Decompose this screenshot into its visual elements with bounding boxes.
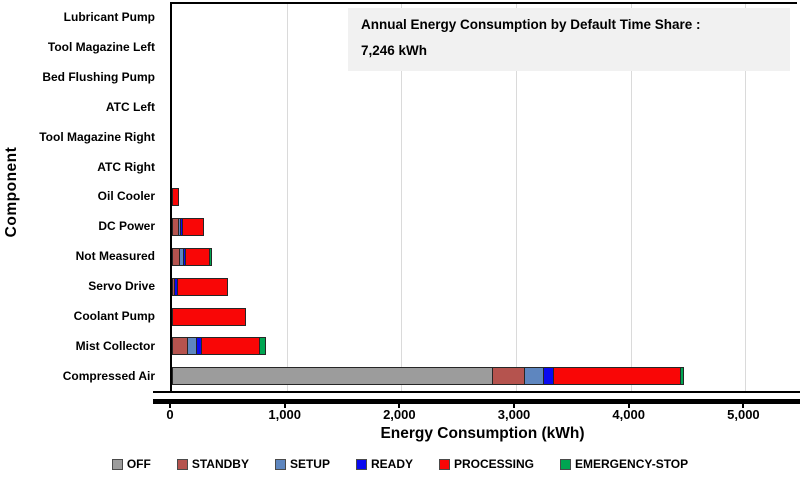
- x-axis-ticks: [169, 404, 795, 409]
- category-label: Tool Magazine Right: [39, 129, 155, 144]
- x-tick: [169, 404, 171, 408]
- legend-swatch-off: [111, 458, 123, 470]
- category-label: Bed Flushing Pump: [42, 69, 155, 84]
- stacked-bar-servo-drive: [172, 277, 229, 296]
- x-tick: [398, 404, 401, 408]
- x-axis-line: [153, 399, 800, 404]
- gridline-5000: [745, 4, 747, 391]
- bar-row: [172, 183, 797, 213]
- legend-item-processing: PROCESSING: [439, 457, 534, 471]
- chart-title-line2: 7,246 kWh: [361, 43, 428, 59]
- gridline-4000: [630, 4, 632, 391]
- x-tick: [513, 404, 516, 408]
- bar-row: [172, 153, 797, 183]
- bar-segment-processing: [181, 218, 204, 237]
- stacked-bar-mist-collector: [172, 337, 266, 356]
- x-tick-label: 4,000: [612, 407, 645, 422]
- legend: OFF STANDBY SETUP READY PROCESSING EMERGENCY-…: [0, 457, 800, 471]
- category-label: Servo Drive: [88, 279, 155, 294]
- legend-label: PROCESSING: [454, 457, 535, 471]
- legend-swatch-processing: [439, 458, 450, 470]
- gridline-2000: [401, 4, 403, 391]
- bar-row: [172, 331, 797, 361]
- bar-segment-setup: [523, 367, 545, 386]
- bar-segment-emergency-stop: [680, 367, 685, 386]
- bar-segment-processing: [172, 188, 179, 207]
- category-label: Oil Cooler: [97, 189, 155, 204]
- legend-item-setup: SETUP: [274, 457, 330, 471]
- x-tick-label: 5,000: [727, 407, 760, 422]
- legend-swatch-ready: [355, 458, 367, 470]
- x-axis-tick-labels: 0 1,000 2,000 3,000 4,000 5,000: [166, 407, 795, 423]
- bar-row: [172, 212, 797, 242]
- legend-item-ready: READY: [355, 457, 413, 471]
- category-label: Not Measured: [75, 249, 155, 264]
- legend-swatch-setup: [274, 458, 286, 470]
- bar-row: [172, 272, 797, 302]
- bar-segment-processing: [177, 277, 229, 296]
- bar-row: [172, 93, 797, 123]
- plot-rows: [172, 4, 797, 391]
- category-label: ATC Left: [105, 99, 155, 114]
- x-axis-band: [153, 391, 800, 399]
- x-tick: [742, 404, 745, 408]
- gridline-3000: [516, 4, 518, 391]
- x-tick-label: 1,000: [268, 407, 301, 422]
- legend-item-standby: STANDBY: [176, 457, 249, 471]
- legend-item-emergency-stop: EMERGENCY-STOP: [560, 457, 688, 471]
- bar-row: [172, 361, 797, 391]
- x-tick-label: 3,000: [497, 407, 531, 422]
- gridline-1000: [286, 4, 288, 391]
- category-label: ATC Right: [97, 159, 155, 174]
- stacked-bar-coolant-pump: [172, 307, 246, 326]
- stacked-bar-oil-cooler: [172, 188, 179, 207]
- category-label: Tool Magazine Left: [47, 39, 155, 54]
- legend-label: STANDBY: [191, 457, 249, 471]
- bar-row: [172, 242, 797, 272]
- legend-label: SETUP: [289, 457, 330, 471]
- chart-title-box: Annual Energy Consumption by Default Tim…: [348, 8, 790, 71]
- stacked-bar-not-measured: [172, 248, 213, 266]
- bar-segment-standby: [172, 337, 188, 356]
- bar-segment-processing: [184, 248, 211, 266]
- legend-swatch-emergency-stop: [560, 458, 572, 470]
- category-label: Coolant Pump: [73, 309, 155, 324]
- legend-label: OFF: [126, 457, 151, 471]
- bar-segment-off: [172, 367, 494, 386]
- bar-row: [172, 302, 797, 332]
- x-tick: [627, 404, 630, 408]
- category-label: Compressed Air: [62, 369, 155, 384]
- x-tick: [283, 404, 286, 408]
- y-axis-labels: Lubricant Pump Tool Magazine Left Bed Flus…: [0, 2, 162, 391]
- legend-item-off: OFF: [111, 457, 151, 471]
- x-tick-label: 2,000: [383, 407, 416, 422]
- x-tick-label: 0: [166, 407, 174, 422]
- bar-segment-processing: [552, 367, 682, 386]
- bar-row: [172, 123, 797, 153]
- bar-segment-processing: [200, 337, 260, 356]
- bar-segment-emergency-stop: [258, 337, 266, 356]
- x-axis-title: Energy Consumption (kWh): [380, 425, 585, 442]
- legend-label: READY: [370, 457, 413, 471]
- stacked-bar-compressed-air: [172, 367, 685, 386]
- category-label: Mist Collector: [75, 339, 155, 354]
- legend-swatch-standby: [176, 458, 188, 470]
- stacked-bar-dc-power: [172, 218, 204, 237]
- bar-segment-emergency-stop: [209, 248, 213, 266]
- legend-label: EMERGENCY-STOP: [575, 457, 689, 471]
- bar-segment-standby: [492, 367, 525, 386]
- category-label: DC Power: [98, 219, 155, 234]
- category-label: Lubricant Pump: [63, 9, 155, 24]
- chart-title-line1: Annual Energy Consumption by Default Tim…: [361, 17, 701, 32]
- bar-segment-processing: [172, 307, 246, 326]
